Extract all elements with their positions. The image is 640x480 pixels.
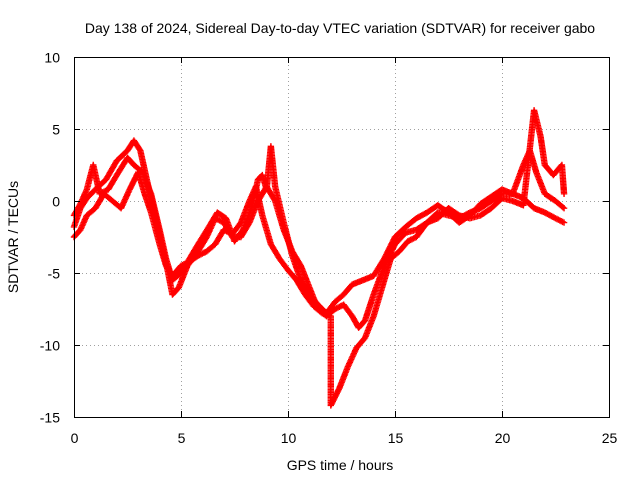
x-tick-label: 0 [71,430,79,446]
x-tick-label: 5 [178,430,186,446]
tick-labels: 0 5 10 15 20 25 -15 -10 -5 0 5 10 [40,50,618,447]
y-tick-label: -15 [40,410,60,426]
data-point [560,219,568,226]
y-tick-label: 0 [52,194,60,210]
data-point [559,203,567,211]
series-track-3 [70,107,568,409]
data-point [559,218,566,226]
plot-frame [74,57,610,418]
x-tick-label: 15 [388,430,404,446]
x-axis-label: GPS time / hours [287,457,394,473]
y-tick-label: 10 [44,50,60,66]
ticks [74,57,610,418]
series-layer [70,107,568,409]
data-point [560,190,568,197]
data-point [560,205,568,212]
y-tick-label: -5 [48,266,61,282]
chart-title: Day 138 of 2024, Sidereal Day-to-day VTE… [85,20,595,36]
x-tick-label: 25 [602,430,618,446]
y-tick-label: 5 [52,122,60,138]
y-tick-label: -10 [40,338,60,354]
x-tick-label: 10 [281,430,297,446]
x-tick-label: 20 [495,430,511,446]
y-axis-label: SDTVAR / TECUs [5,181,21,293]
